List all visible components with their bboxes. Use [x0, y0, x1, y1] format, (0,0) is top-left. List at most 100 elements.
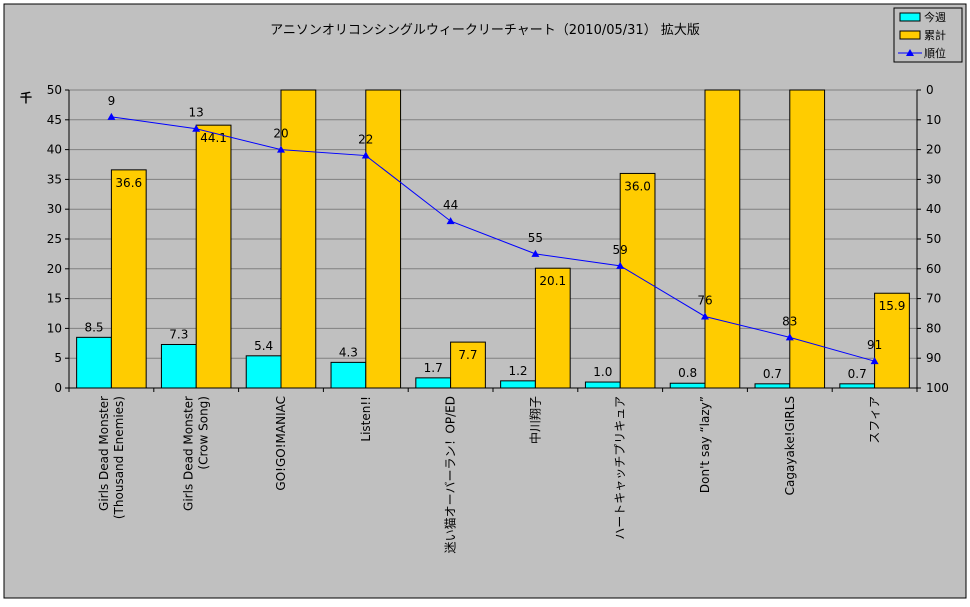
x-tick-label: スフィア — [868, 396, 882, 444]
y-right-tick-label: 50 — [926, 232, 941, 246]
bar-total — [195, 124, 232, 389]
bar-this-week — [500, 380, 536, 389]
data-label-rank: 44 — [443, 198, 458, 212]
bar-this-week — [160, 343, 197, 389]
data-label-rank: 9 — [108, 94, 116, 108]
x-tick-label: Don't say “lazy” — [698, 396, 712, 493]
y-left-tick-label: 30 — [47, 202, 62, 216]
data-label-this-week: 0.7 — [848, 367, 867, 381]
data-label-this-week: 8.5 — [84, 320, 103, 334]
x-tick-label-line: Cagayake!GIRLS — [783, 396, 797, 495]
rank-marker — [616, 261, 625, 269]
bar-this-week — [839, 383, 876, 389]
data-label-rank: 13 — [189, 106, 204, 120]
data-label-total: 20.1 — [539, 274, 566, 288]
bar-total — [534, 267, 571, 389]
legend-swatch-total — [899, 30, 921, 40]
bar-total — [450, 341, 486, 389]
bar-this-week — [415, 377, 452, 389]
x-tick-label-line: (Crow Song) — [197, 396, 211, 470]
rank-marker — [192, 124, 201, 132]
x-tick-label-line: Don't say “lazy” — [698, 396, 712, 493]
y-axis-left-label: 千 — [20, 90, 32, 105]
x-tick-label-line: GO!GO!MANIAC — [274, 396, 288, 491]
x-tick-label-line: Listen!! — [359, 396, 373, 442]
x-tick-label: Girls Dead Monster (Crow Song) — [182, 396, 211, 511]
legend-label-total: 累計 — [924, 28, 946, 42]
y-right-tick-label: 10 — [926, 113, 941, 127]
data-label-this-week: 4.3 — [339, 345, 358, 359]
rank-marker — [785, 333, 794, 341]
y-left-tick-label: 20 — [47, 262, 62, 276]
y-right-tick-label: 0 — [926, 83, 934, 97]
x-tick-label-line: Girls Dead Monster — [182, 396, 196, 511]
data-label-this-week: 0.7 — [763, 367, 782, 381]
x-tick-label: Girls Dead Monster (Thousand Enemies) — [97, 396, 126, 519]
data-label-rank: 59 — [613, 243, 628, 257]
data-label-rank: 55 — [528, 231, 543, 245]
x-tick-label: Listen!! — [359, 396, 373, 442]
bar-total — [280, 89, 317, 389]
legend: 今週 累計 順位 — [893, 7, 963, 63]
bar-this-week — [754, 383, 791, 389]
data-label-rank: 83 — [782, 314, 797, 328]
bar-total — [619, 172, 656, 389]
data-label-rank: 76 — [697, 293, 712, 307]
y-right-tick-label: 40 — [926, 202, 941, 216]
x-tick-label: ハートキャッチプリキュア — [613, 396, 627, 540]
bar-total — [365, 89, 402, 389]
data-label-total: 7.7 — [458, 348, 477, 362]
y-right-tick-label: 20 — [926, 143, 941, 157]
y-left-tick-label: 45 — [47, 113, 62, 127]
legend-label-this-week: 今週 — [924, 10, 946, 24]
y-right-tick-label: 60 — [926, 262, 941, 276]
x-tick-label-line: ハートキャッチプリキュア — [613, 396, 627, 540]
data-label-rank: 20 — [273, 127, 288, 141]
data-label-this-week: 7.3 — [169, 327, 188, 341]
bar-total — [704, 89, 741, 389]
rank-marker — [107, 112, 116, 120]
data-label-total: 36.0 — [624, 179, 651, 193]
data-label-rank: 91 — [867, 338, 882, 352]
y-left-tick-label: 15 — [47, 292, 62, 306]
data-label-this-week: 0.8 — [678, 366, 697, 380]
y-left-tick-label: 25 — [47, 232, 62, 246]
y-right-tick-label: 30 — [926, 172, 941, 186]
bar-this-week — [245, 355, 282, 389]
bar-this-week — [330, 361, 367, 389]
legend-label-rank: 順位 — [924, 46, 946, 60]
rank-line — [111, 116, 875, 362]
y-left-tick-label: 5 — [54, 351, 62, 365]
bar-this-week — [584, 381, 621, 389]
bar-this-week — [669, 382, 706, 389]
data-label-this-week: 1.0 — [593, 365, 612, 379]
rank-marker — [277, 145, 285, 153]
y-right-tick-label: 80 — [926, 321, 941, 335]
x-tick-label-line: Girls Dead Monster — [97, 396, 111, 511]
chart-title: アニソンオリコンシングルウィークリーチャート（2010/05/31） 拡大版 — [270, 23, 700, 38]
x-tick-label-line: (Thousand Enemies) — [112, 396, 126, 519]
rank-marker — [361, 151, 370, 159]
legend-swatch-this-week — [899, 12, 921, 22]
x-tick-label: GO!GO!MANIAC — [274, 396, 288, 491]
rank-marker — [701, 312, 709, 320]
y-left-tick-label: 10 — [47, 321, 62, 335]
x-tick-label: 迷い猫オーバーラン！OP/ED — [444, 396, 458, 553]
data-label-total: 15.9 — [879, 299, 906, 313]
bar-total — [874, 292, 910, 389]
data-label-this-week: 5.4 — [254, 339, 273, 353]
rank-marker — [531, 249, 540, 257]
data-label-this-week: 1.7 — [424, 361, 443, 375]
x-tick-label-line: 中川翔子 — [527, 396, 542, 444]
y-left-tick-label: 50 — [47, 83, 62, 97]
y-right-tick-label: 70 — [926, 292, 941, 306]
rank-marker — [446, 217, 455, 225]
data-label-rank: 22 — [358, 133, 373, 147]
rank-marker — [870, 357, 879, 365]
x-tick-label: Cagayake!GIRLS — [783, 396, 797, 495]
bar-total — [110, 169, 147, 389]
y-left-tick-label: 40 — [47, 143, 62, 157]
y-right-tick-label: 90 — [926, 351, 941, 365]
legend-marker-rank — [906, 49, 914, 56]
